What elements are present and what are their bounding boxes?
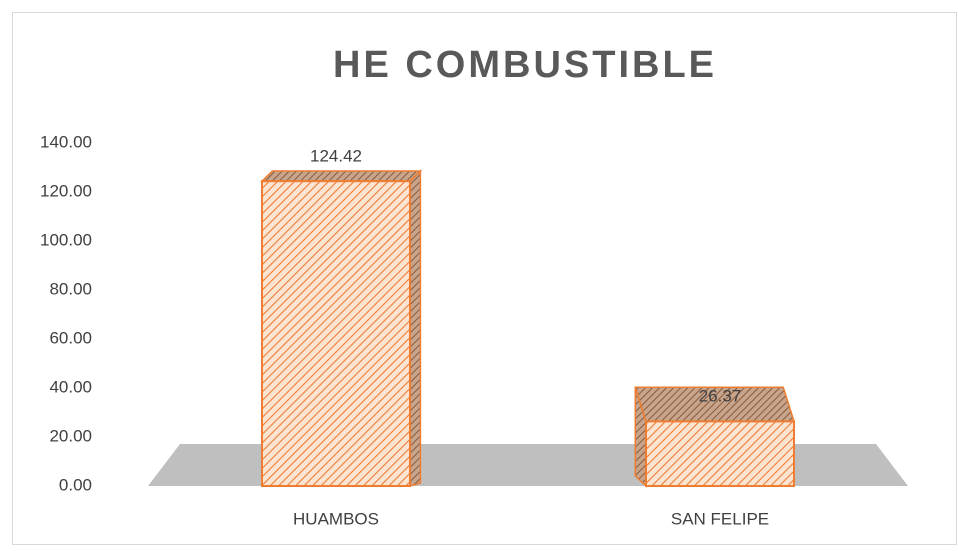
y-tick-label: 80.00 xyxy=(49,279,92,298)
bar-side xyxy=(409,169,422,488)
y-tick-label: 140.00 xyxy=(40,132,92,151)
y-tick-label: 100.00 xyxy=(40,230,92,249)
x-tick-label: HUAMBOS xyxy=(293,509,379,528)
x-tick-label: SAN FELIPE xyxy=(671,509,769,528)
y-tick-label: 60.00 xyxy=(49,328,92,347)
y-tick-label: 0.00 xyxy=(59,475,92,494)
y-tick-label: 20.00 xyxy=(49,426,92,445)
chart-title: HE COMBUSTIBLE xyxy=(333,44,717,86)
data-label: 26.37 xyxy=(699,387,742,406)
bar xyxy=(645,420,795,487)
bar-top xyxy=(260,170,423,182)
data-label: 124.42 xyxy=(310,147,362,166)
y-tick-label: 120.00 xyxy=(40,181,92,200)
bar xyxy=(261,180,411,488)
y-tick-label: 40.00 xyxy=(49,377,92,396)
